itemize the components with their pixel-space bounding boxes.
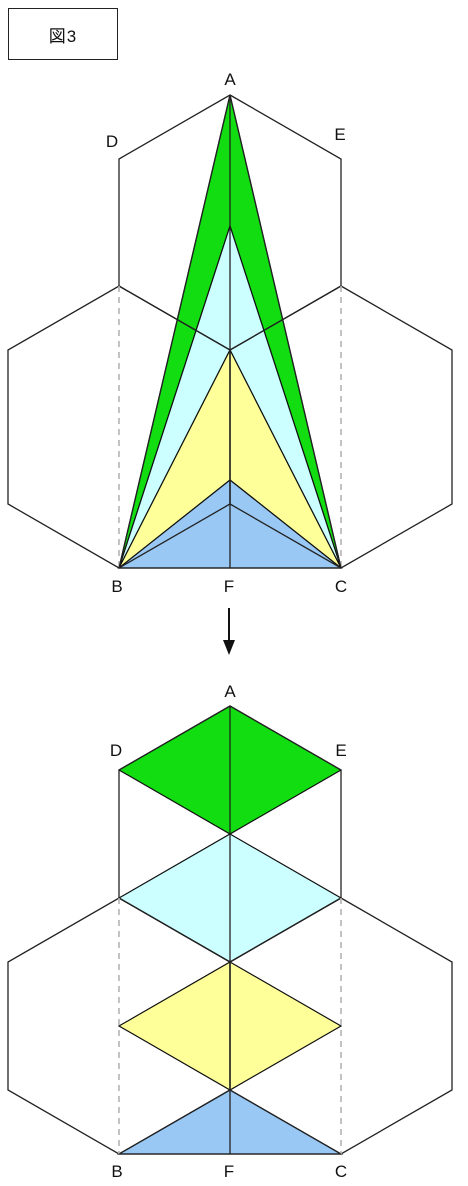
- bottom-label-A: A: [224, 682, 236, 701]
- bottom-label-B: B: [111, 1162, 122, 1181]
- bottom-diagram: A D E B F C: [8, 682, 452, 1181]
- bottom-label-C: C: [335, 1162, 347, 1181]
- top-label-F: F: [224, 577, 234, 596]
- bottom-label-D: D: [110, 741, 122, 760]
- bottom-label-E: E: [335, 741, 346, 760]
- top-label-A: A: [224, 70, 236, 89]
- top-label-B: B: [111, 577, 122, 596]
- top-label-E: E: [334, 125, 345, 144]
- top-label-C: C: [335, 577, 347, 596]
- down-arrow-icon: [223, 608, 235, 655]
- top-diagram: A D E B F C: [8, 70, 452, 596]
- bottom-label-F: F: [224, 1162, 234, 1181]
- top-label-D: D: [106, 132, 118, 151]
